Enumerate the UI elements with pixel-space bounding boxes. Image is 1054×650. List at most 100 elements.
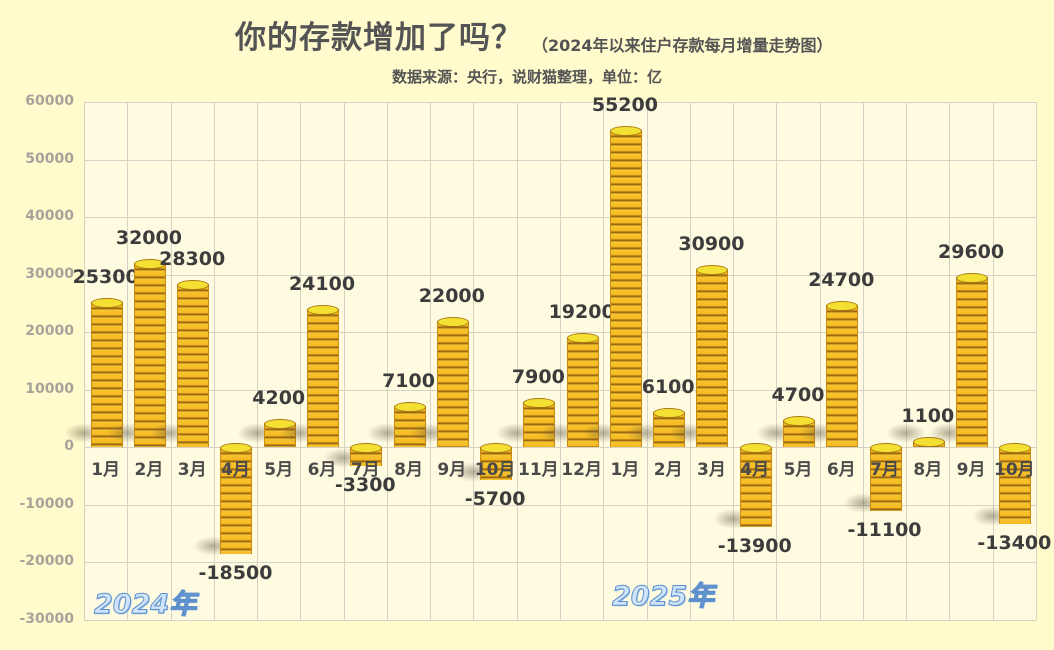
x-axis-month-label: 4月	[221, 460, 250, 481]
x-axis-month-label: 1月	[610, 460, 640, 481]
title-row: 你的存款增加了吗？ （2024年以来住户存款每月增量走势图）	[0, 8, 1054, 56]
y-tick-label: 20000	[25, 323, 74, 340]
coin-stack-bar	[263, 419, 296, 448]
year-label-2025: 2025年	[611, 581, 715, 613]
data-value-label: -3300	[334, 474, 396, 497]
chart-subtitle: （2024年以来住户存款每月增量走势图）	[532, 36, 833, 55]
coin-stack-bar	[177, 280, 210, 448]
coin-stack-bar	[566, 332, 599, 448]
coin-top-icon	[869, 443, 902, 454]
gridline-vertical	[819, 102, 821, 620]
y-tick-label: 0	[64, 438, 74, 455]
x-axis-month-label: 3月	[697, 460, 726, 481]
x-axis-month-label: 9月	[956, 460, 986, 481]
data-value-label: 22000	[418, 284, 485, 307]
x-axis-month-label: 4月	[740, 460, 770, 481]
data-value-label: 7900	[511, 365, 565, 388]
coin-stack-bar	[912, 437, 945, 448]
coin-stack-bar	[133, 259, 166, 448]
coin-stack-bar	[436, 316, 469, 448]
gridline-vertical	[257, 102, 259, 620]
x-axis-month-label: 7月	[350, 460, 380, 481]
data-value-label: 19200	[548, 300, 615, 323]
gridline-vertical	[949, 102, 951, 620]
x-axis-month-label: 10月	[994, 460, 1035, 481]
data-value-label: -11100	[847, 519, 922, 542]
x-axis-month-label: 10月	[474, 460, 516, 481]
x-axis-month-label: 2月	[653, 460, 683, 481]
data-value-label: 32000	[115, 227, 182, 250]
coin-stack-bar	[783, 416, 815, 448]
data-value-label: -18500	[198, 561, 273, 584]
data-value-label: 25300	[72, 265, 139, 288]
gridline-vertical	[386, 102, 388, 620]
coin-stack-bar	[653, 408, 686, 448]
data-value-label: -5700	[464, 488, 526, 511]
coin-stack-bar	[393, 402, 426, 448]
gridline-vertical	[213, 102, 215, 620]
coin-top-icon	[696, 265, 729, 276]
gridline-vertical	[906, 102, 908, 620]
x-axis-month-label: 6月	[826, 460, 856, 481]
gridline-vertical	[127, 102, 129, 620]
gridline-vertical	[170, 102, 172, 620]
gridline-vertical	[689, 102, 691, 620]
data-value-label: 30900	[678, 233, 745, 256]
coin-top-icon	[133, 259, 166, 270]
data-value-label: 4700	[771, 384, 825, 407]
data-value-label: 6100	[641, 376, 695, 399]
coin-stack-bar	[739, 443, 772, 528]
gridline-vertical	[343, 102, 345, 620]
coin-top-icon	[999, 443, 1032, 454]
gridline-vertical	[560, 102, 561, 620]
coin-stack-bar	[90, 297, 123, 448]
x-axis-month-label: 9月	[437, 460, 467, 481]
coin-stack-bar	[350, 443, 383, 467]
y-tick-label: -20000	[19, 553, 74, 570]
gridline-vertical	[862, 102, 864, 620]
coin-top-icon	[263, 419, 296, 430]
coin-top-icon	[739, 443, 772, 454]
coin-top-icon	[566, 332, 599, 343]
y-tick-label: 60000	[25, 93, 74, 109]
x-axis-month-label: 11月	[518, 460, 559, 481]
year-label-2024: 2024年	[93, 589, 197, 621]
gridline-vertical	[603, 102, 605, 620]
gridline-vertical	[992, 102, 994, 620]
coin-stack-bar	[307, 304, 339, 448]
coin-stack-bar	[220, 443, 253, 554]
coin-top-icon	[350, 443, 383, 454]
gridline-vertical	[733, 102, 735, 620]
coin-stack-bar	[480, 443, 513, 481]
x-axis-month-label: 5月	[264, 460, 294, 481]
x-axis-month-label: 6月	[307, 460, 337, 481]
coin-stack-bar	[696, 265, 729, 448]
gridline-vertical	[1036, 102, 1037, 620]
coin-top-icon	[220, 443, 253, 454]
coin-top-icon	[523, 397, 556, 408]
coin-stack-bar	[523, 397, 556, 448]
y-tick-label: 50000	[25, 150, 74, 167]
coin-top-icon	[307, 304, 339, 315]
gridline-vertical	[430, 102, 432, 620]
x-axis-month-label: 3月	[177, 460, 207, 481]
coin-top-icon	[956, 272, 989, 283]
coin-top-icon	[436, 316, 469, 327]
y-tick-label: 10000	[25, 380, 74, 397]
y-tick-label: 40000	[25, 208, 74, 225]
coin-stack-bar	[999, 443, 1032, 525]
data-value-label: -13900	[717, 535, 792, 558]
gridline-vertical	[473, 102, 475, 620]
data-value-label: 55200	[591, 93, 658, 116]
gridline-vertical	[516, 102, 518, 620]
data-value-label: 28300	[159, 248, 226, 271]
coin-top-icon	[653, 408, 686, 419]
coin-top-icon	[177, 280, 210, 291]
gridline-vertical	[84, 102, 85, 620]
gridline-vertical	[300, 102, 302, 620]
data-value-label: 24100	[288, 272, 356, 295]
coin-top-icon	[912, 437, 945, 447]
data-value-label: 4200	[252, 387, 306, 410]
x-axis-month-label: 2月	[134, 460, 164, 481]
data-value-label: 29600	[938, 240, 1005, 263]
